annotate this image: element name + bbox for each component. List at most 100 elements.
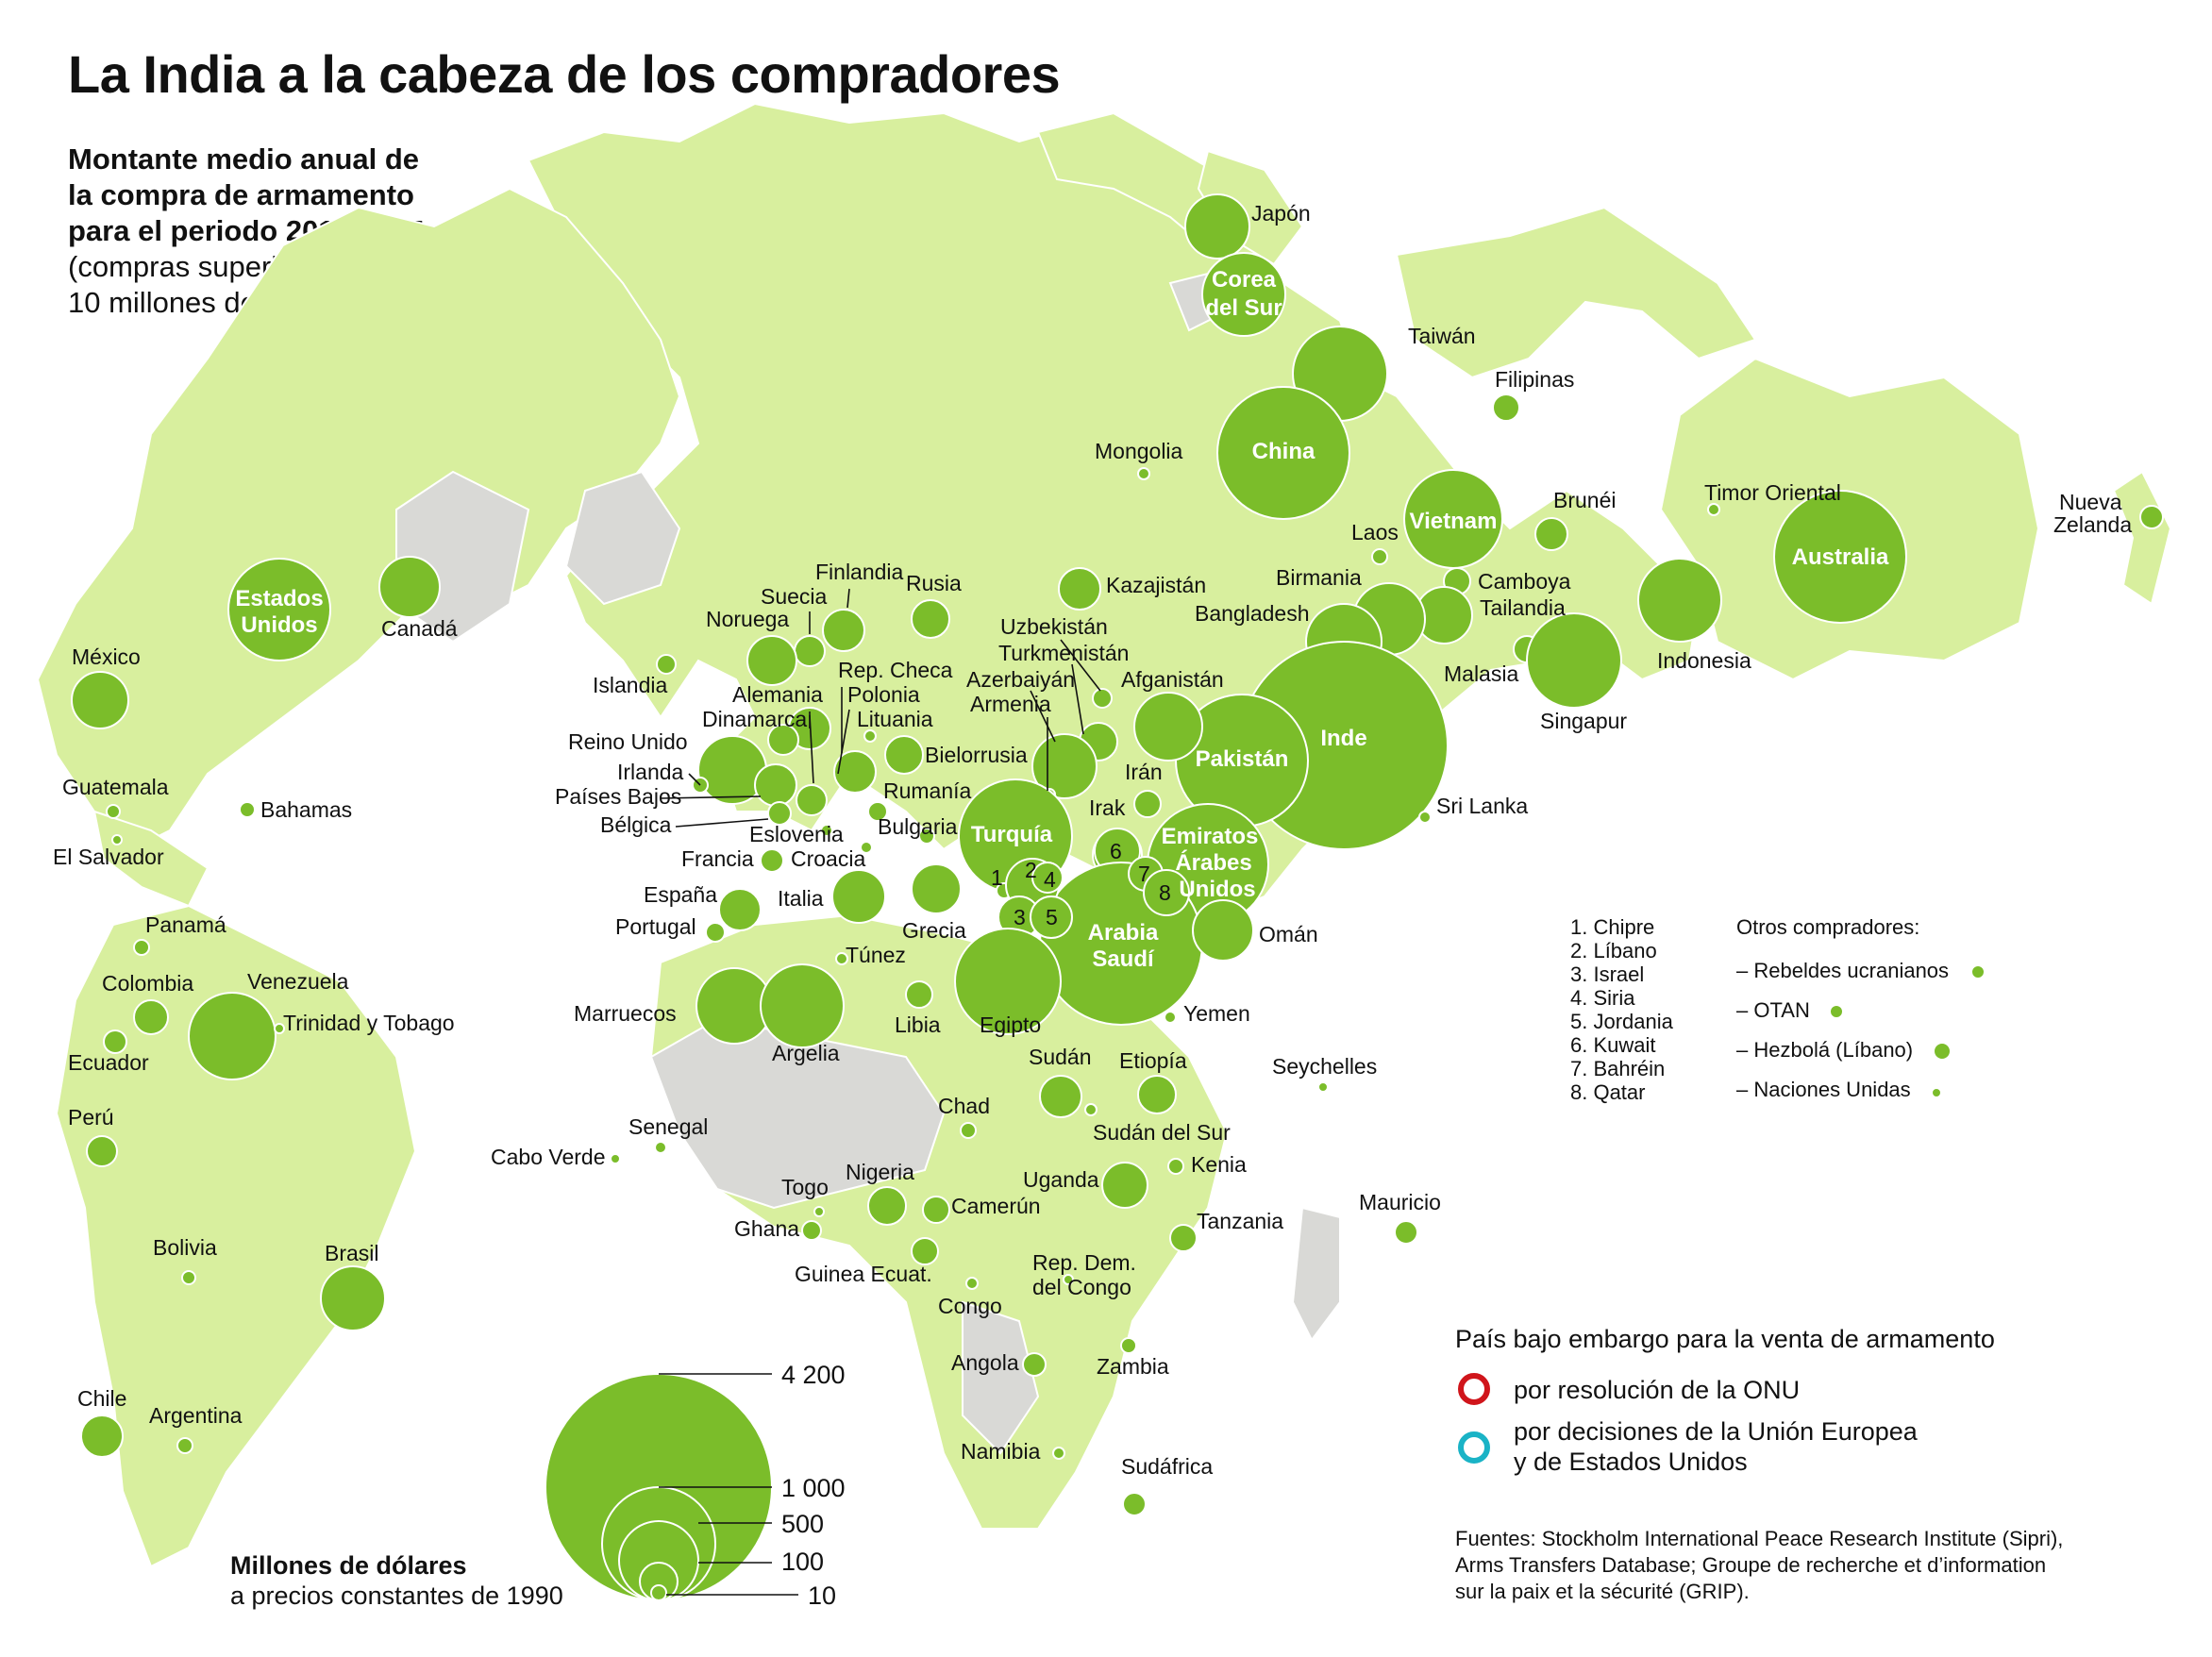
bubble-trinidad[interactable] xyxy=(274,1023,285,1034)
bubble-rusia[interactable] xyxy=(911,599,950,639)
label-irlanda: Irlanda xyxy=(617,760,684,784)
bubble-peru[interactable] xyxy=(86,1135,118,1167)
bubble-tunez[interactable] xyxy=(835,952,848,965)
bubble-jordania[interactable] xyxy=(1030,895,1073,939)
bubble-oman[interactable] xyxy=(1192,899,1254,962)
label-bolivia: Bolivia xyxy=(153,1235,217,1260)
bubble-chile[interactable] xyxy=(80,1414,124,1458)
bubble-paisesbajos[interactable] xyxy=(754,763,797,807)
bubble-ghana[interactable] xyxy=(801,1220,822,1241)
bubble-indonesia[interactable] xyxy=(1637,558,1722,643)
bubble-nz[interactable] xyxy=(2139,505,2164,529)
bubble-laos[interactable] xyxy=(1371,548,1388,565)
bubble-camerun[interactable] xyxy=(922,1196,950,1224)
bubble-siria[interactable] xyxy=(1031,862,1064,894)
bubble-iran[interactable] xyxy=(1133,790,1162,818)
bubble-mongolia[interactable] xyxy=(1137,467,1150,480)
bubble-china[interactable] xyxy=(1216,386,1350,520)
bubble-qatar[interactable] xyxy=(1143,869,1190,916)
bubble-timor[interactable] xyxy=(1707,503,1720,516)
bubble-argentina[interactable] xyxy=(176,1437,193,1454)
bubble-canada[interactable] xyxy=(378,556,441,618)
bubble-libia[interactable] xyxy=(905,980,933,1009)
bubble-brasil[interactable] xyxy=(320,1265,386,1331)
bubble-azerbaiyan[interactable] xyxy=(1031,733,1098,799)
bubble-angola[interactable] xyxy=(1022,1352,1047,1377)
onu-ring-icon xyxy=(1458,1373,1490,1405)
bubble-francia[interactable] xyxy=(760,848,784,873)
bubble-portugal[interactable] xyxy=(705,922,726,943)
bubble-seychelles[interactable] xyxy=(1317,1081,1329,1093)
label-azerbaiyan: Azerbaiyán xyxy=(966,667,1075,692)
bubble-elsalvador[interactable] xyxy=(111,834,123,845)
bubble-senegal[interactable] xyxy=(654,1141,667,1154)
bubble-bahamas[interactable] xyxy=(239,801,256,818)
bubble-espana[interactable] xyxy=(718,888,762,931)
bubble-islandia[interactable] xyxy=(656,654,677,675)
bubble-sudan[interactable] xyxy=(1039,1075,1082,1118)
otros-dot xyxy=(1829,1004,1844,1019)
bubble-eeuu[interactable] xyxy=(227,558,331,661)
bubble-congo[interactable] xyxy=(965,1277,979,1290)
bubble-lituania[interactable] xyxy=(863,729,877,743)
bubble-japon[interactable] xyxy=(1184,193,1250,259)
bubble-bielorrusia[interactable] xyxy=(884,735,924,775)
bubble-eslovenia[interactable] xyxy=(820,824,833,837)
bubble-singapur[interactable] xyxy=(1526,612,1622,709)
bubble-rumania[interactable] xyxy=(867,801,888,822)
bubble-venezuela[interactable] xyxy=(188,992,276,1080)
bubble-zambia[interactable] xyxy=(1120,1337,1137,1354)
bubble-guatemala[interactable] xyxy=(106,804,121,819)
bubble-uganda[interactable] xyxy=(1101,1162,1148,1209)
key-item: 4. Siria xyxy=(1570,986,1635,1010)
label-finlandia: Finlandia xyxy=(815,560,904,584)
bubble-noruega[interactable] xyxy=(746,635,797,686)
marker-3: 3 xyxy=(1014,905,1026,929)
bubble-sudansur[interactable] xyxy=(1084,1103,1098,1116)
bubble-panama[interactable] xyxy=(133,939,150,956)
bubble-corea[interactable] xyxy=(1201,252,1286,337)
bubble-uzbekistan[interactable] xyxy=(1092,688,1113,709)
bubble-ecuador[interactable] xyxy=(103,1029,127,1054)
bubble-brunei[interactable] xyxy=(1534,517,1568,551)
label-singapur: Singapur xyxy=(1540,709,1627,733)
bubble-namibia[interactable] xyxy=(1052,1447,1065,1460)
bubble-croacia[interactable] xyxy=(860,841,873,854)
bubble-sudafrica[interactable] xyxy=(1122,1492,1147,1516)
bubble-rdcongo[interactable] xyxy=(1063,1274,1074,1285)
bubble-polonia[interactable] xyxy=(833,750,877,794)
bubble-caboverde[interactable] xyxy=(610,1153,621,1164)
bubble-australia[interactable] xyxy=(1773,490,1907,624)
bubble-suecia[interactable] xyxy=(794,635,826,667)
bubble-repcheca[interactable] xyxy=(796,784,828,816)
bubble-colombia[interactable] xyxy=(133,999,169,1035)
bubble-argelia[interactable] xyxy=(760,963,845,1048)
bubble-afganistan[interactable] xyxy=(1133,692,1203,762)
otros-dot xyxy=(1970,964,1986,979)
bubble-filipinas[interactable] xyxy=(1492,393,1520,422)
bubble-bulgaria[interactable] xyxy=(918,828,935,845)
bubble-mauricio[interactable] xyxy=(1394,1220,1418,1245)
bubble-tanzania[interactable] xyxy=(1169,1224,1198,1252)
label-croacia: Croacia xyxy=(791,846,865,871)
bubble-bolivia[interactable] xyxy=(181,1270,196,1285)
bubble-guinea[interactable] xyxy=(911,1237,939,1265)
bubble-togo[interactable] xyxy=(813,1206,825,1217)
label-armenia: Armenia xyxy=(970,692,1051,716)
bubble-belgica[interactable] xyxy=(767,801,792,826)
bubble-dinamarca[interactable] xyxy=(767,724,799,756)
bubble-srilanka[interactable] xyxy=(1418,811,1432,824)
bubble-italia[interactable] xyxy=(831,869,886,924)
bubble-finlandia[interactable] xyxy=(822,609,865,652)
bubble-chad[interactable] xyxy=(960,1122,977,1139)
label-elsalvador: El Salvador xyxy=(53,845,164,869)
bubble-etiopia[interactable] xyxy=(1137,1075,1177,1114)
bubble-egipto[interactable] xyxy=(954,928,1062,1035)
bubble-kazajistan[interactable] xyxy=(1058,567,1101,611)
bubble-mexico[interactable] xyxy=(71,671,129,729)
bubble-nigeria[interactable] xyxy=(867,1186,907,1226)
bubble-yemen[interactable] xyxy=(1164,1011,1177,1024)
bubble-grecia[interactable] xyxy=(911,863,962,914)
label-senegal: Senegal xyxy=(628,1114,708,1139)
bubble-kenia[interactable] xyxy=(1167,1158,1184,1175)
